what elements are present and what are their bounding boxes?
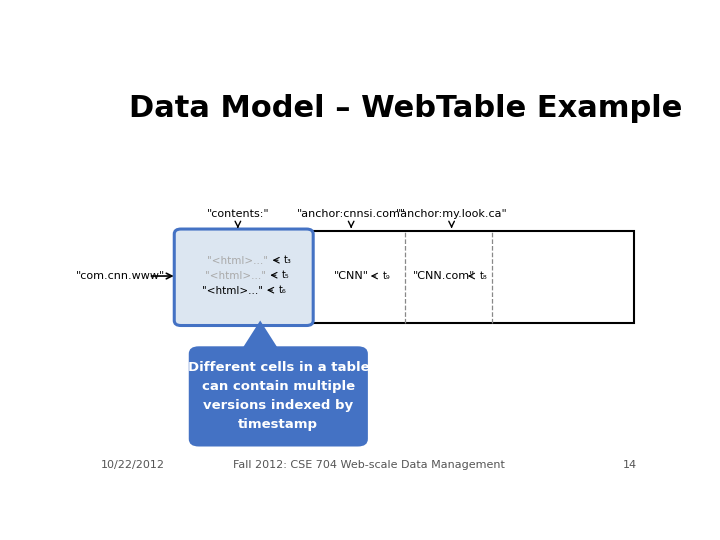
Text: Different cells in a table
can contain multiple
versions indexed by
timestamp: Different cells in a table can contain m… <box>187 361 369 431</box>
Text: Fall 2012: CSE 704 Web-scale Data Management: Fall 2012: CSE 704 Web-scale Data Manage… <box>233 460 505 470</box>
Text: t₉: t₉ <box>382 271 390 281</box>
Text: "<html>...": "<html>..." <box>207 256 269 266</box>
Text: Data Model – WebTable Example: Data Model – WebTable Example <box>129 94 683 123</box>
Text: t₃: t₃ <box>284 255 292 265</box>
Polygon shape <box>239 321 282 354</box>
Text: "anchor:my.look.ca": "anchor:my.look.ca" <box>396 210 508 219</box>
FancyBboxPatch shape <box>189 346 368 447</box>
Text: 10/22/2012: 10/22/2012 <box>101 460 165 470</box>
Text: "<html>...": "<html>..." <box>204 271 266 281</box>
Text: "contents:": "contents:" <box>207 210 269 219</box>
Text: t₈: t₈ <box>480 271 487 281</box>
Text: "<html>...": "<html>..." <box>202 286 263 296</box>
Text: 14: 14 <box>623 460 637 470</box>
Text: t₅: t₅ <box>282 270 289 280</box>
Text: "anchor:cnnsi.com": "anchor:cnnsi.com" <box>297 210 405 219</box>
Bar <box>176 231 634 322</box>
Text: "com.cnn.www": "com.cnn.www" <box>76 271 166 281</box>
FancyBboxPatch shape <box>174 229 313 326</box>
Text: "CNN.com": "CNN.com" <box>413 271 475 281</box>
Text: "CNN": "CNN" <box>333 271 369 281</box>
Text: t₆: t₆ <box>279 285 287 295</box>
